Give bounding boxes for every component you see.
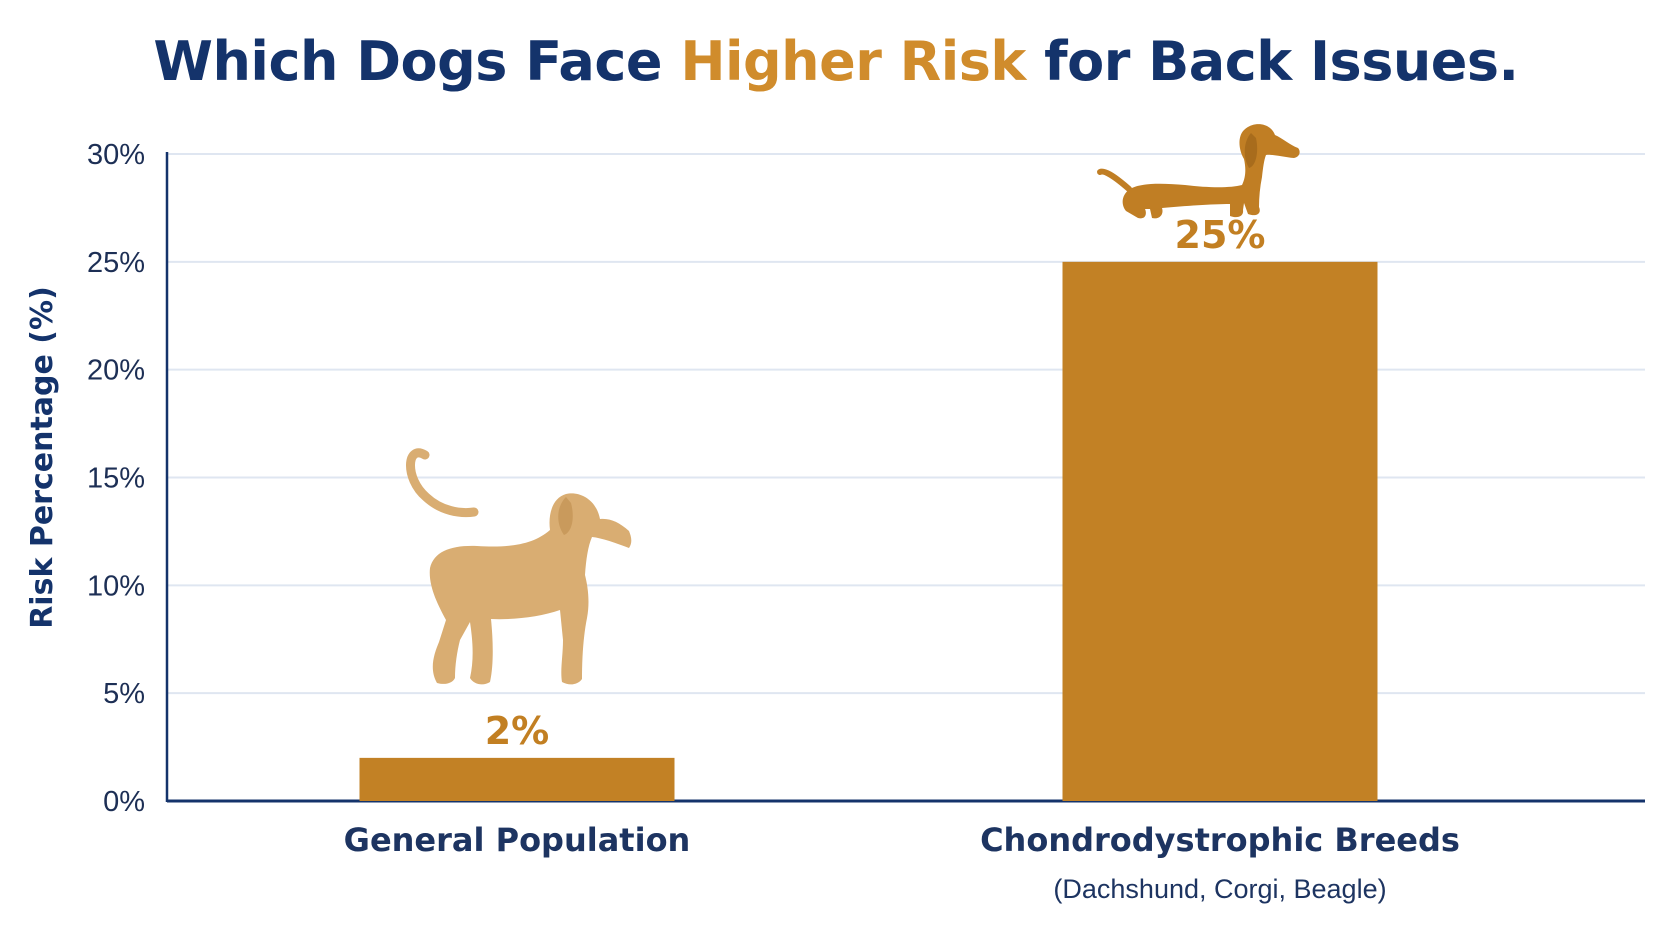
y-axis-title: Risk Percentage (%) bbox=[25, 286, 60, 629]
x-category-sublabel: (Dachshund, Corgi, Beagle) bbox=[1053, 874, 1386, 904]
dachshund-icon bbox=[1097, 124, 1300, 219]
bar-value-label: 25% bbox=[1175, 213, 1266, 257]
chart-title-part1: Which Dogs Face bbox=[153, 30, 681, 93]
y-tick-label: 30% bbox=[87, 139, 145, 171]
x-category-label: Chondrodystrophic Breeds bbox=[980, 821, 1460, 859]
y-tick-label: 10% bbox=[87, 570, 145, 602]
bars bbox=[359, 261, 1378, 801]
chart-title-part2: for Back Issues. bbox=[1025, 30, 1519, 93]
standing-dog-icon bbox=[406, 448, 632, 685]
bar-1 bbox=[359, 757, 675, 801]
chart-title-highlight: Higher Risk bbox=[680, 30, 1026, 93]
y-tick-label: 25% bbox=[87, 247, 145, 279]
x-category-label: General Population bbox=[344, 821, 691, 859]
y-tick-label: 0% bbox=[103, 786, 145, 818]
y-tick-labels: 0% 5% 10% 15% 20% 25% 30% bbox=[87, 139, 145, 818]
gridlines bbox=[167, 153, 1645, 695]
chart-title: Which Dogs Face Higher Risk for Back Iss… bbox=[0, 24, 1672, 100]
y-tick-label: 5% bbox=[103, 678, 145, 710]
labels: 2% General Population 25% Chondrodystrophic… bbox=[344, 213, 1460, 904]
bar-2 bbox=[1062, 261, 1378, 801]
y-tick-label: 15% bbox=[87, 463, 145, 495]
bar-value-label: 2% bbox=[485, 709, 550, 753]
y-tick-label: 20% bbox=[87, 355, 145, 387]
